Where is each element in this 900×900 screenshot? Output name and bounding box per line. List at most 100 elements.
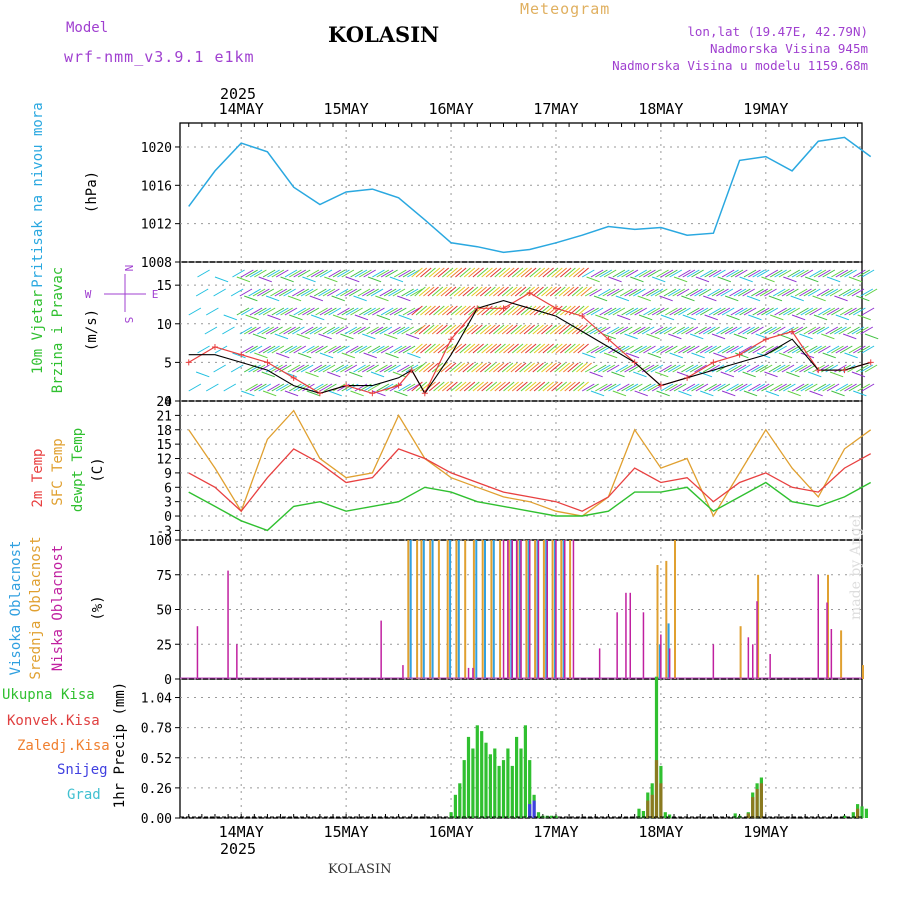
wind-barb (367, 276, 382, 283)
wind-barb (455, 381, 467, 392)
wind-barb (511, 381, 524, 392)
wind-barb (354, 269, 368, 278)
wind-barb (284, 390, 299, 397)
wind-barb (804, 383, 818, 392)
wind-barb (681, 364, 694, 373)
wind-barb (318, 288, 331, 297)
low-cloud-bar (467, 667, 470, 679)
wind-barb (345, 307, 359, 316)
wind-barb (699, 269, 713, 278)
pressure-line (188, 136, 872, 254)
wind-barb (821, 364, 834, 373)
wind-barb (327, 288, 340, 297)
wind-barb (350, 345, 363, 354)
wind-barb (538, 305, 550, 316)
wind-barb (638, 269, 652, 278)
wind-barb (660, 314, 675, 321)
wind-barb (633, 371, 647, 378)
wind-barb (555, 343, 568, 354)
wind-barb (433, 381, 445, 392)
wind-barb (551, 305, 563, 316)
wind-barb (315, 345, 328, 354)
compass-s: S (122, 317, 135, 324)
wind-barb (459, 267, 471, 278)
cloud-unit: (%) (90, 595, 106, 620)
wind-barb (297, 269, 311, 278)
wind-barb (546, 267, 559, 278)
wind-barb (485, 267, 498, 278)
wind-barb (393, 345, 407, 354)
wind-barb (407, 269, 420, 278)
wind-barb (407, 383, 420, 392)
wind-barb (707, 326, 720, 335)
high-cloud-bar (536, 540, 539, 679)
wind-barb (328, 269, 342, 278)
wind-barb (737, 364, 751, 373)
wind-barb (348, 326, 362, 335)
wind-gust-marker (657, 382, 664, 389)
wind-barb (402, 269, 416, 278)
wind-barb (781, 288, 795, 297)
wind-barb (380, 307, 394, 316)
wind-gust-marker (552, 305, 559, 312)
wind-barb (581, 383, 595, 392)
wind-gust-marker (290, 374, 297, 381)
compass-n: N (122, 265, 135, 272)
wind-barb (367, 345, 381, 354)
wind-barb (781, 364, 795, 373)
wind-barb (856, 326, 869, 335)
wind-barb (241, 390, 255, 397)
wind-barb (529, 381, 541, 392)
wind-gust-marker (238, 351, 245, 358)
wind-barb (415, 305, 428, 316)
wind-barb (485, 305, 498, 316)
wind-barb (864, 288, 878, 297)
low-cloud-bar (537, 540, 540, 679)
y-tick-label: 0.26 (141, 782, 172, 797)
wind-barb (851, 371, 866, 378)
wind-barb (418, 362, 431, 373)
wind-barb (783, 307, 796, 316)
total-precip-bar (462, 760, 466, 818)
wind-barb (433, 305, 445, 316)
wind-barb (759, 288, 773, 297)
y-tick-label: 9 (164, 467, 172, 482)
wind-barb (427, 324, 439, 335)
wind-barb (498, 381, 511, 392)
wind-barb (598, 288, 611, 297)
wind-barb (506, 286, 518, 297)
wind-barb (650, 288, 664, 297)
wind-gust-marker (211, 343, 218, 350)
wind-barb (200, 365, 212, 372)
y-tick-label: 18 (156, 424, 172, 439)
wind-barb (240, 345, 254, 354)
wind-barb (372, 390, 386, 397)
wind-gust-marker (264, 359, 271, 366)
wind-barb (458, 362, 470, 373)
total-precip-bar (733, 813, 737, 818)
wind-barb (394, 390, 408, 397)
wind-barb (676, 326, 690, 335)
wind-barb (511, 343, 524, 354)
wind-barb (411, 305, 423, 316)
wind-barb (778, 269, 792, 278)
wind-barb (424, 305, 436, 316)
wind-barb (420, 343, 432, 354)
wind-barb (637, 326, 651, 335)
wind-barb (420, 267, 432, 278)
high-cloud-bar (527, 540, 530, 679)
total-precip-bar (550, 815, 554, 818)
low-cloud-bar (502, 540, 505, 679)
wind-barb (453, 286, 466, 297)
wind-barb (514, 324, 527, 335)
total-precip-bar (475, 725, 479, 818)
wind-barb (778, 383, 792, 392)
wind-barb (265, 326, 279, 335)
wind-barb (665, 345, 678, 354)
wind-barb (564, 343, 576, 354)
wind-barb (756, 269, 770, 278)
wind-barb (205, 383, 219, 392)
wind-barb (567, 286, 579, 297)
wind-barb (659, 326, 672, 335)
